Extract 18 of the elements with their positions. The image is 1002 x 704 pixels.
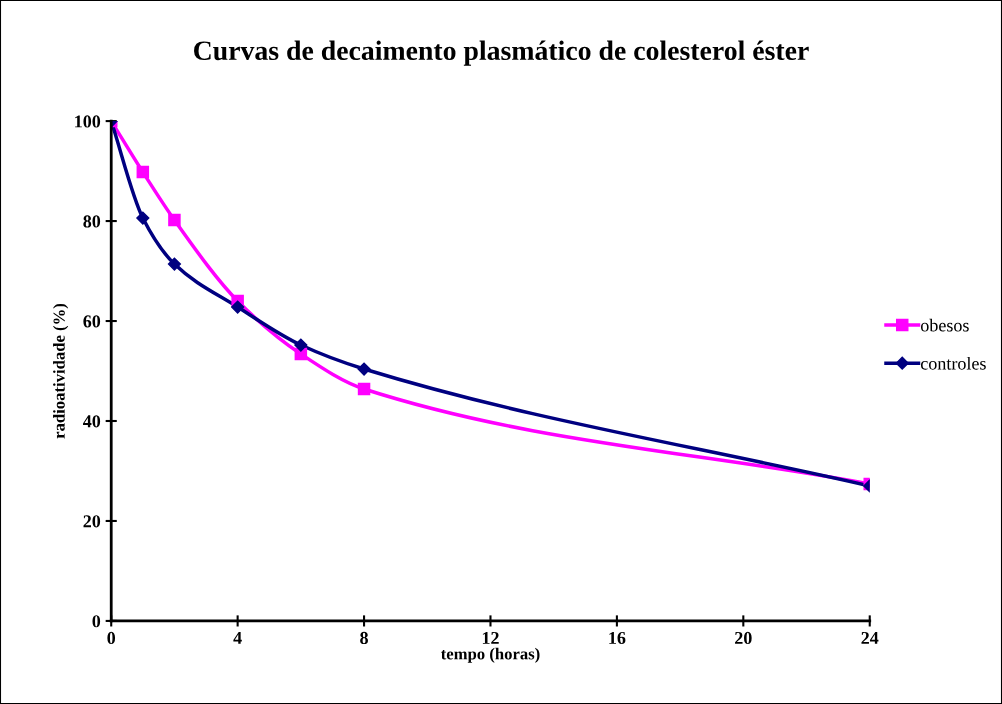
x-tick-label: 16 bbox=[609, 631, 626, 645]
chart-title: Curvas de decaimento plasmático de colesterol éster bbox=[194, 40, 809, 66]
y-axis-title: radioatividade (%) bbox=[53, 303, 69, 439]
x-tick-label: 12 bbox=[482, 631, 499, 644]
x-tick-label: 24 bbox=[861, 631, 879, 644]
legend-label: controles bbox=[920, 356, 986, 370]
y-tick-label: 60 bbox=[83, 315, 101, 328]
x-tick-label: 0 bbox=[107, 631, 116, 645]
x-tick-label: 4 bbox=[233, 631, 242, 644]
y-tick-label: 20 bbox=[83, 515, 101, 528]
x-tick-label: 8 bbox=[360, 631, 368, 645]
legend-label: obesos bbox=[920, 318, 969, 332]
y-tick-label: 40 bbox=[83, 415, 101, 428]
x-tick-label: 20 bbox=[735, 631, 752, 645]
y-tick-label: 100 bbox=[75, 115, 101, 128]
y-tick-label: 80 bbox=[83, 215, 101, 228]
x-axis-title: tempo (horas) bbox=[440, 647, 540, 663]
y-tick-label: 0 bbox=[92, 615, 101, 628]
